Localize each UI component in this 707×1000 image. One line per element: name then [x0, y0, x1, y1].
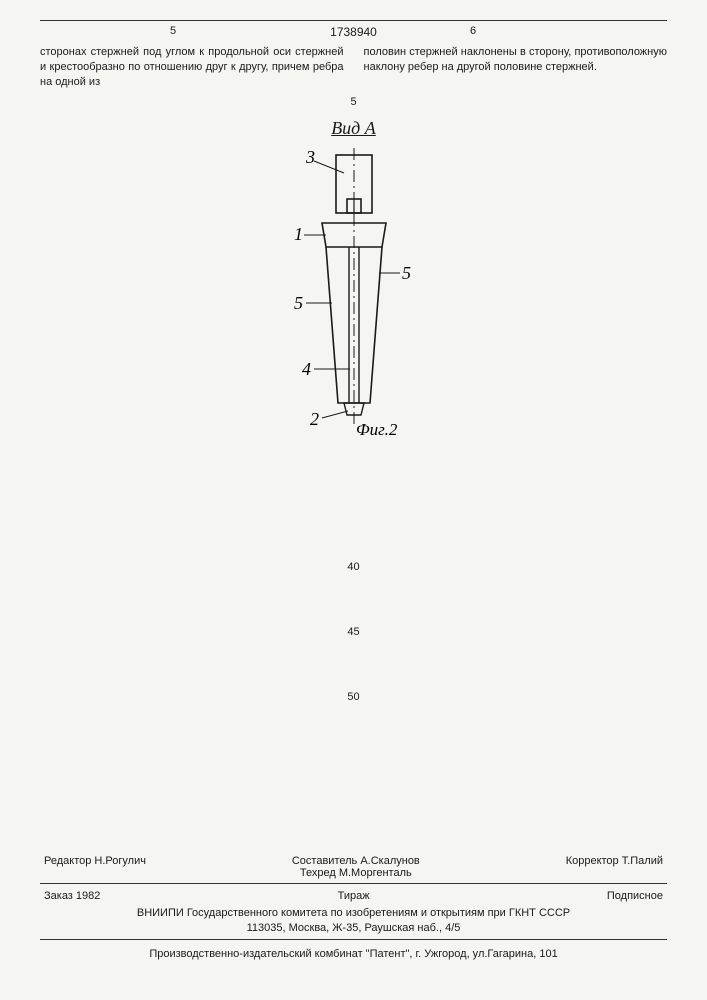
colophon: Редактор Н.Рогулич Составитель А.Скалуно… [40, 855, 667, 960]
editor-name: Редактор Н.Рогулич [44, 855, 146, 879]
right-column-text: половин стержней наклонены в сторону, пр… [364, 45, 668, 90]
fig-label-5b: 5 [402, 263, 411, 283]
vniip-block: ВНИИПИ Государственного комитета по изоб… [40, 906, 667, 935]
line-number-50: 50 [347, 691, 359, 703]
vniip-line2: 113035, Москва, Ж-35, Раушская наб., 4/5 [40, 921, 667, 935]
techred-name: Техред М.Моргенталь [292, 867, 420, 879]
line-number-40: 40 [347, 561, 359, 573]
line-number-45: 45 [347, 626, 359, 638]
figure-svg: 3 1 5 5 4 2 Фиг.2 [244, 143, 464, 443]
line-number-5: 5 [40, 96, 667, 108]
compiler-name: Составитель А.Скалунов [292, 855, 420, 867]
page-container: 5 1738940 6 сторонах стержней под углом … [40, 20, 667, 980]
figure-caption: Фиг.2 [356, 420, 398, 439]
production-info: Производственно-издательский комбинат "П… [40, 948, 667, 960]
fig-label-3: 3 [305, 147, 315, 167]
fig-label-5a: 5 [294, 293, 303, 313]
divider-2 [40, 939, 667, 940]
editor-row: Редактор Н.Рогулич Составитель А.Скалуно… [40, 855, 667, 879]
order-number: Заказ 1982 [44, 890, 100, 902]
left-column-text: сторонах стержней под углом к продольной… [40, 45, 344, 90]
text-columns: сторонах стержней под углом к продольной… [40, 45, 667, 90]
column-number-right: 6 [470, 25, 476, 37]
fig-label-4: 4 [302, 359, 311, 379]
document-number: 1738940 [330, 25, 377, 39]
fig-label-2: 2 [310, 409, 319, 429]
corrector-name: Корректор Т.Палий [566, 855, 663, 879]
view-label: Вид А [40, 118, 667, 139]
fig-label-1: 1 [294, 224, 303, 244]
tirazh-label: Тираж [338, 890, 370, 902]
figure-area: Вид А 3 1 [40, 118, 667, 458]
vniip-line1: ВНИИПИ Государственного комитета по изоб… [40, 906, 667, 920]
subscription-label: Подписное [607, 890, 663, 902]
divider-1 [40, 883, 667, 884]
order-row: Заказ 1982 Тираж Подписное [40, 890, 667, 902]
column-number-left: 5 [170, 25, 176, 37]
